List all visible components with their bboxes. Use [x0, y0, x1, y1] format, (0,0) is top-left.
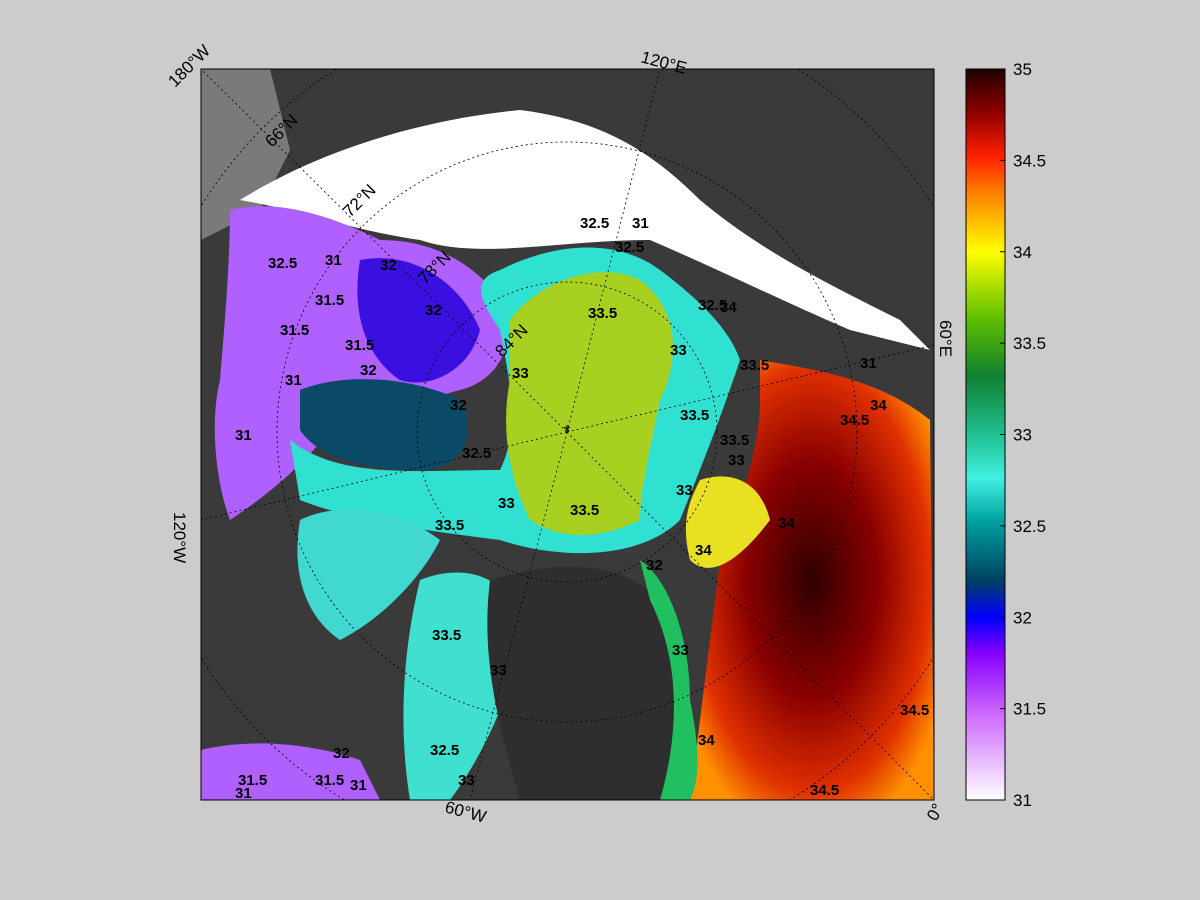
- contour-label: 33.5: [740, 357, 769, 374]
- contour-labels: 32.5 31 31.5 31.5 32 32 31.5 32 31 31 32…: [235, 215, 929, 802]
- contour-label: 33: [676, 482, 693, 499]
- colorbar-tick-label: 31.5: [1013, 700, 1046, 719]
- map-border: [200, 68, 935, 801]
- contour-label: 31.5: [315, 292, 344, 309]
- lon-label-60e: 60°E: [936, 320, 955, 357]
- colorbar-tick-label: 35: [1013, 60, 1032, 79]
- contour-label: 33.5: [720, 432, 749, 449]
- contour-label: 33.5: [435, 517, 464, 534]
- map-panel: * 66°N 72°N 78°N 84°N 32.5 31 31.5 31.5 …: [201, 69, 934, 802]
- greenland-landmass: [487, 566, 683, 800]
- contour-label: 31.5: [315, 772, 344, 789]
- contour-label: 31: [235, 427, 252, 444]
- contour-label: 34.5: [900, 702, 929, 719]
- contour-label: 34: [698, 732, 715, 749]
- contour-label: 34: [695, 542, 712, 559]
- contour-label: 32: [380, 257, 397, 274]
- greyed-land: [201, 69, 290, 240]
- contour-label: 32.5: [268, 255, 297, 272]
- contour-label: 34.5: [810, 782, 839, 799]
- contour-label: 31: [350, 777, 367, 794]
- north-pole-marker: *: [563, 422, 570, 442]
- contour-label: 31.5: [238, 772, 267, 789]
- central-arctic-salinity: [506, 272, 674, 535]
- contour-label: 33.5: [432, 627, 461, 644]
- latitude-circles: [201, 69, 934, 800]
- colorbar-tick-label: 32: [1013, 608, 1032, 627]
- contour-label: 33: [670, 342, 687, 359]
- contour-label: 33: [512, 365, 529, 382]
- lon-label-60w: 60°W: [443, 798, 488, 827]
- contour-label: 34: [870, 397, 887, 414]
- contour-label: 31: [860, 355, 877, 372]
- contour-label: 33: [672, 642, 689, 659]
- greenland-east-current: [640, 560, 698, 800]
- colorbar-ticks: 35 34.5 34 33.5 33 32.5 32 31.5 31: [1000, 60, 1046, 810]
- colorbar-tick-label: 32.5: [1013, 517, 1046, 536]
- colorbar-tick-label: 34: [1013, 243, 1032, 262]
- contour-label: 31: [285, 372, 302, 389]
- contour-label: 32: [646, 557, 663, 574]
- contour-label: 32.5: [462, 445, 491, 462]
- contour-label: 31: [632, 215, 649, 232]
- contour-label: 32.5: [698, 297, 727, 314]
- contour-label: 32: [360, 362, 377, 379]
- contour-label: 34: [720, 299, 737, 316]
- contour-label: 32: [333, 745, 350, 762]
- contour-label: 33: [490, 662, 507, 679]
- contour-label: 31.5: [280, 322, 309, 339]
- contour-label: 33.5: [588, 305, 617, 322]
- contour-label: 31: [325, 252, 342, 269]
- colorbar-tick-label: 34.5: [1013, 151, 1046, 170]
- hudson-bay-fresh: [201, 743, 380, 800]
- contour-label: 32.5: [580, 215, 609, 232]
- contour-label: 33.5: [680, 407, 709, 424]
- contour-label: 31.5: [345, 337, 374, 354]
- contour-label: 32.5: [430, 742, 459, 759]
- beaufort-gyre: [357, 258, 480, 383]
- colorbar-gradient: [965, 68, 1006, 801]
- archipelago-channels: [297, 509, 440, 640]
- contour-label: 34.5: [840, 412, 869, 429]
- contour-label: 33.5: [570, 502, 599, 519]
- colorbar-tick-label: 31: [1013, 791, 1032, 810]
- colorbar-tick-label: 33: [1013, 426, 1032, 445]
- atlantic-water: [690, 360, 934, 800]
- deep-blue-tongue: [300, 379, 468, 470]
- contour-label: 32.5: [615, 239, 644, 256]
- lon-label-120w: 120°W: [170, 512, 189, 563]
- contour-label: 31: [235, 785, 252, 802]
- barents-yellow: [685, 476, 770, 568]
- colorbar: 35 34.5 34 33.5 33 32.5 32 31.5 31: [965, 60, 1046, 810]
- contour-label: 32: [425, 302, 442, 319]
- colorbar-tick-label: 33.5: [1013, 334, 1046, 353]
- contour-label: 32: [450, 397, 467, 414]
- lon-label-0: 0°: [923, 800, 948, 824]
- meridian-lines: [201, 69, 934, 800]
- contour-label: 33: [498, 495, 515, 512]
- contour-label: 33: [728, 452, 745, 469]
- contour-label: 34: [778, 515, 795, 532]
- contour-label: 33: [458, 772, 475, 789]
- fresh-shelf-region: [240, 110, 930, 350]
